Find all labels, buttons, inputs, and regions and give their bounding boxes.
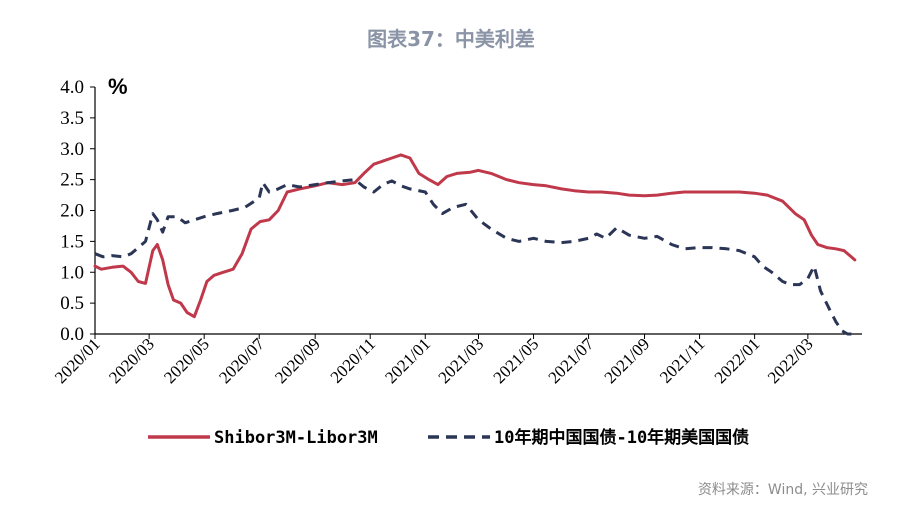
x-tick-label: 2020/05 [160, 334, 213, 387]
x-tick-label: 2020/09 [271, 334, 324, 387]
x-axis-ticks: 2020/01 2020/03 2020/05 2020/07 2020/09 2020/… [51, 334, 817, 387]
x-tick-label: 2021/05 [490, 334, 543, 387]
x-tick-label: 2021/07 [545, 334, 598, 387]
y-tick-label: 1.0 [60, 262, 84, 283]
source-note: 资料来源：Wind, 兴业研究 [698, 482, 868, 498]
x-tick-label: 2021/01 [381, 334, 434, 387]
legend: Shibor3M-Libor3M 10年期中国国债-10年期美国国债 [148, 427, 749, 448]
x-tick-label: 2020/07 [215, 334, 268, 387]
series-layer [93, 153, 857, 336]
x-tick-label: 2021/03 [434, 334, 487, 387]
axes [94, 87, 862, 335]
legend-label-shibor: Shibor3M-Libor3M [214, 428, 378, 448]
y-axis-ticks: 0.0 0.5 1.0 1.5 2.0 2.5 3.0 3.5 4.0 [60, 77, 95, 345]
y-tick-label: 1.5 [60, 231, 84, 252]
y-axis-unit-label: % [108, 74, 128, 99]
legend-label-bond-spread: 10年期中国国债-10年期美国国债 [494, 427, 749, 448]
x-tick-label: 2021/11 [656, 334, 708, 386]
x-tick-label: 2020/11 [327, 334, 379, 386]
y-tick-label: 0.5 [60, 293, 84, 314]
series-line-bond-spread [94, 178, 855, 336]
y-tick-label: 3.5 [60, 108, 84, 129]
y-tick-label: 3.0 [60, 139, 84, 160]
x-tick-label: 2022/03 [764, 334, 817, 387]
series-line-shibor [93, 153, 857, 319]
chart-title: 图表37：中美利差 [367, 27, 535, 51]
y-tick-label: 2.5 [60, 170, 84, 191]
x-tick-label: 2022/01 [711, 334, 764, 387]
x-tick-label: 2021/09 [601, 334, 654, 387]
y-tick-label: 0.0 [60, 324, 84, 345]
y-tick-label: 2.0 [60, 201, 84, 222]
x-tick-label: 2020/03 [105, 334, 158, 387]
y-tick-label: 4.0 [60, 77, 84, 98]
